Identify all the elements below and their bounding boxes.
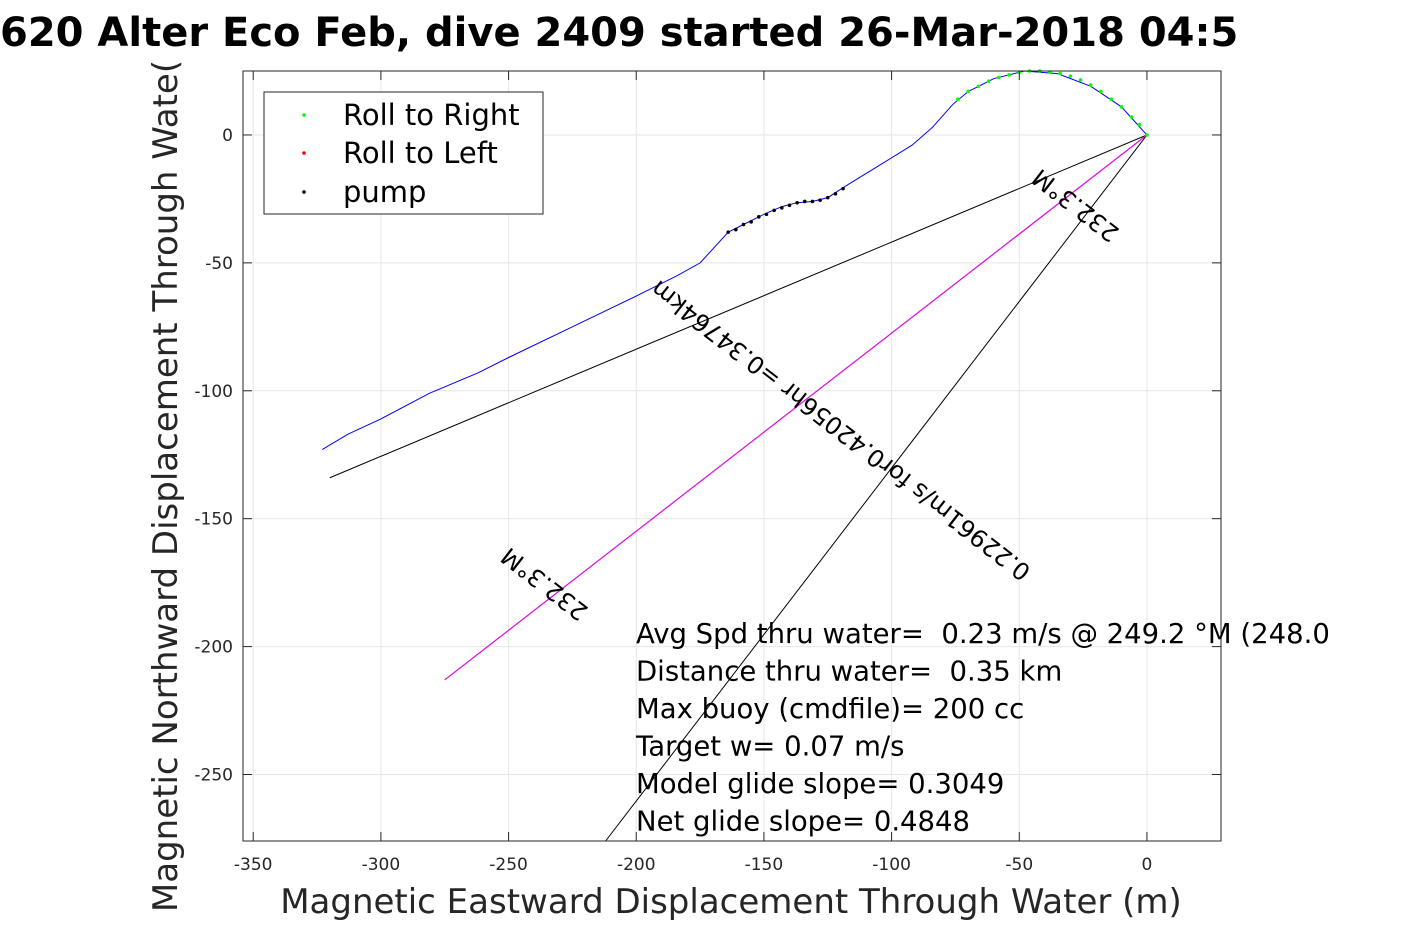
reference-line xyxy=(444,134,1148,681)
marker-roll-to-right xyxy=(1007,73,1011,77)
x-tick-label: -150 xyxy=(745,855,784,875)
axis-ticks: -350 -300 -250 -200 -150 -100 -50 0 -250 -200 -150… xyxy=(194,71,1221,875)
marker-pump xyxy=(772,208,776,213)
marker-roll-to-right xyxy=(1109,97,1113,101)
marker-pump xyxy=(734,227,738,232)
marker-pump xyxy=(825,195,830,200)
marker-pump xyxy=(795,200,799,205)
marker-pump xyxy=(741,222,746,227)
marker-roll-to-right xyxy=(1119,105,1124,109)
marker-pump xyxy=(833,191,838,196)
marker-roll-to-right xyxy=(1068,74,1073,78)
marker-roll-to-right xyxy=(1129,115,1134,119)
marker-roll-to-right xyxy=(976,84,981,89)
reference-line xyxy=(329,134,1148,479)
stats-line: Model glide slope= 0.3049 xyxy=(636,768,1004,800)
reference-line xyxy=(605,134,1148,842)
x-axis-label: Magnetic Eastward Displacement Through W… xyxy=(280,882,1182,922)
stats-text-box: Avg Spd thru water= 0.23 m/s @ 249.2 °M … xyxy=(635,618,1330,838)
marker-pump xyxy=(779,206,784,210)
marker-pump xyxy=(841,186,845,191)
marker-pump xyxy=(749,220,753,224)
stats-line: Avg Spd thru water= 0.23 m/s @ 249.2 °M … xyxy=(636,618,1330,650)
legend: Roll to Right Roll to Left pump xyxy=(263,91,544,215)
stats-line: Target w= 0.07 m/s xyxy=(635,731,904,763)
x-tick-label: -200 xyxy=(617,855,656,875)
stats-line: Distance thru water= 0.35 km xyxy=(636,656,1062,688)
marker-pump xyxy=(787,203,792,208)
marker-pump xyxy=(810,199,815,204)
x-tick-label: -50 xyxy=(1005,855,1033,875)
y-axis-label: Magnetic Northward Displacement Through … xyxy=(146,60,186,912)
legend-label-roll-left: Roll to Left xyxy=(343,136,498,170)
y-tick-label: -250 xyxy=(194,765,233,785)
legend-marker-roll-left xyxy=(302,151,306,155)
marker-roll-to-right xyxy=(966,89,971,94)
y-tick-label: -150 xyxy=(194,510,233,530)
marker-roll-to-right xyxy=(986,79,991,84)
data-series xyxy=(321,69,1149,842)
y-tick-label: -50 xyxy=(205,254,233,274)
marker-pump xyxy=(818,198,822,202)
marker-roll-to-right xyxy=(997,75,1001,80)
marker-roll-to-right xyxy=(1145,133,1149,137)
legend-box xyxy=(263,91,544,215)
chart-title: 620 Alter Eco Feb, dive 2409 started 26-… xyxy=(0,10,1238,56)
marker-pump xyxy=(726,230,730,234)
x-tick-label: 0 xyxy=(1142,855,1153,875)
y-tick-label: -200 xyxy=(194,638,233,658)
marker-pump xyxy=(757,215,761,219)
y-tick-label: 0 xyxy=(222,126,233,146)
legend-marker-pump xyxy=(302,190,306,194)
legend-label-roll-right: Roll to Right xyxy=(343,98,520,132)
stats-line: Net glide slope= 0.4848 xyxy=(636,806,970,838)
x-tick-label: -250 xyxy=(489,855,528,875)
marker-roll-to-right xyxy=(1058,71,1062,76)
x-tick-label: -300 xyxy=(362,855,401,875)
marker-roll-to-right xyxy=(1137,122,1142,127)
legend-label-pump: pump xyxy=(343,175,426,209)
marker-roll-to-right xyxy=(1078,78,1083,82)
legend-marker-roll-right xyxy=(302,113,306,117)
x-tick-label: -100 xyxy=(872,855,911,875)
x-tick-label: -350 xyxy=(234,855,273,875)
marker-roll-to-right xyxy=(1099,89,1103,94)
plot-area-border xyxy=(242,70,1222,842)
grid xyxy=(243,71,1221,841)
marker-roll-to-right xyxy=(956,97,960,101)
marker-pump xyxy=(764,212,769,217)
marker-pump xyxy=(802,199,807,204)
marker-roll-to-right xyxy=(1088,83,1093,87)
y-tick-label: -100 xyxy=(194,382,233,402)
stats-line: Max buoy (cmdfile)= 200 cc xyxy=(636,693,1024,725)
